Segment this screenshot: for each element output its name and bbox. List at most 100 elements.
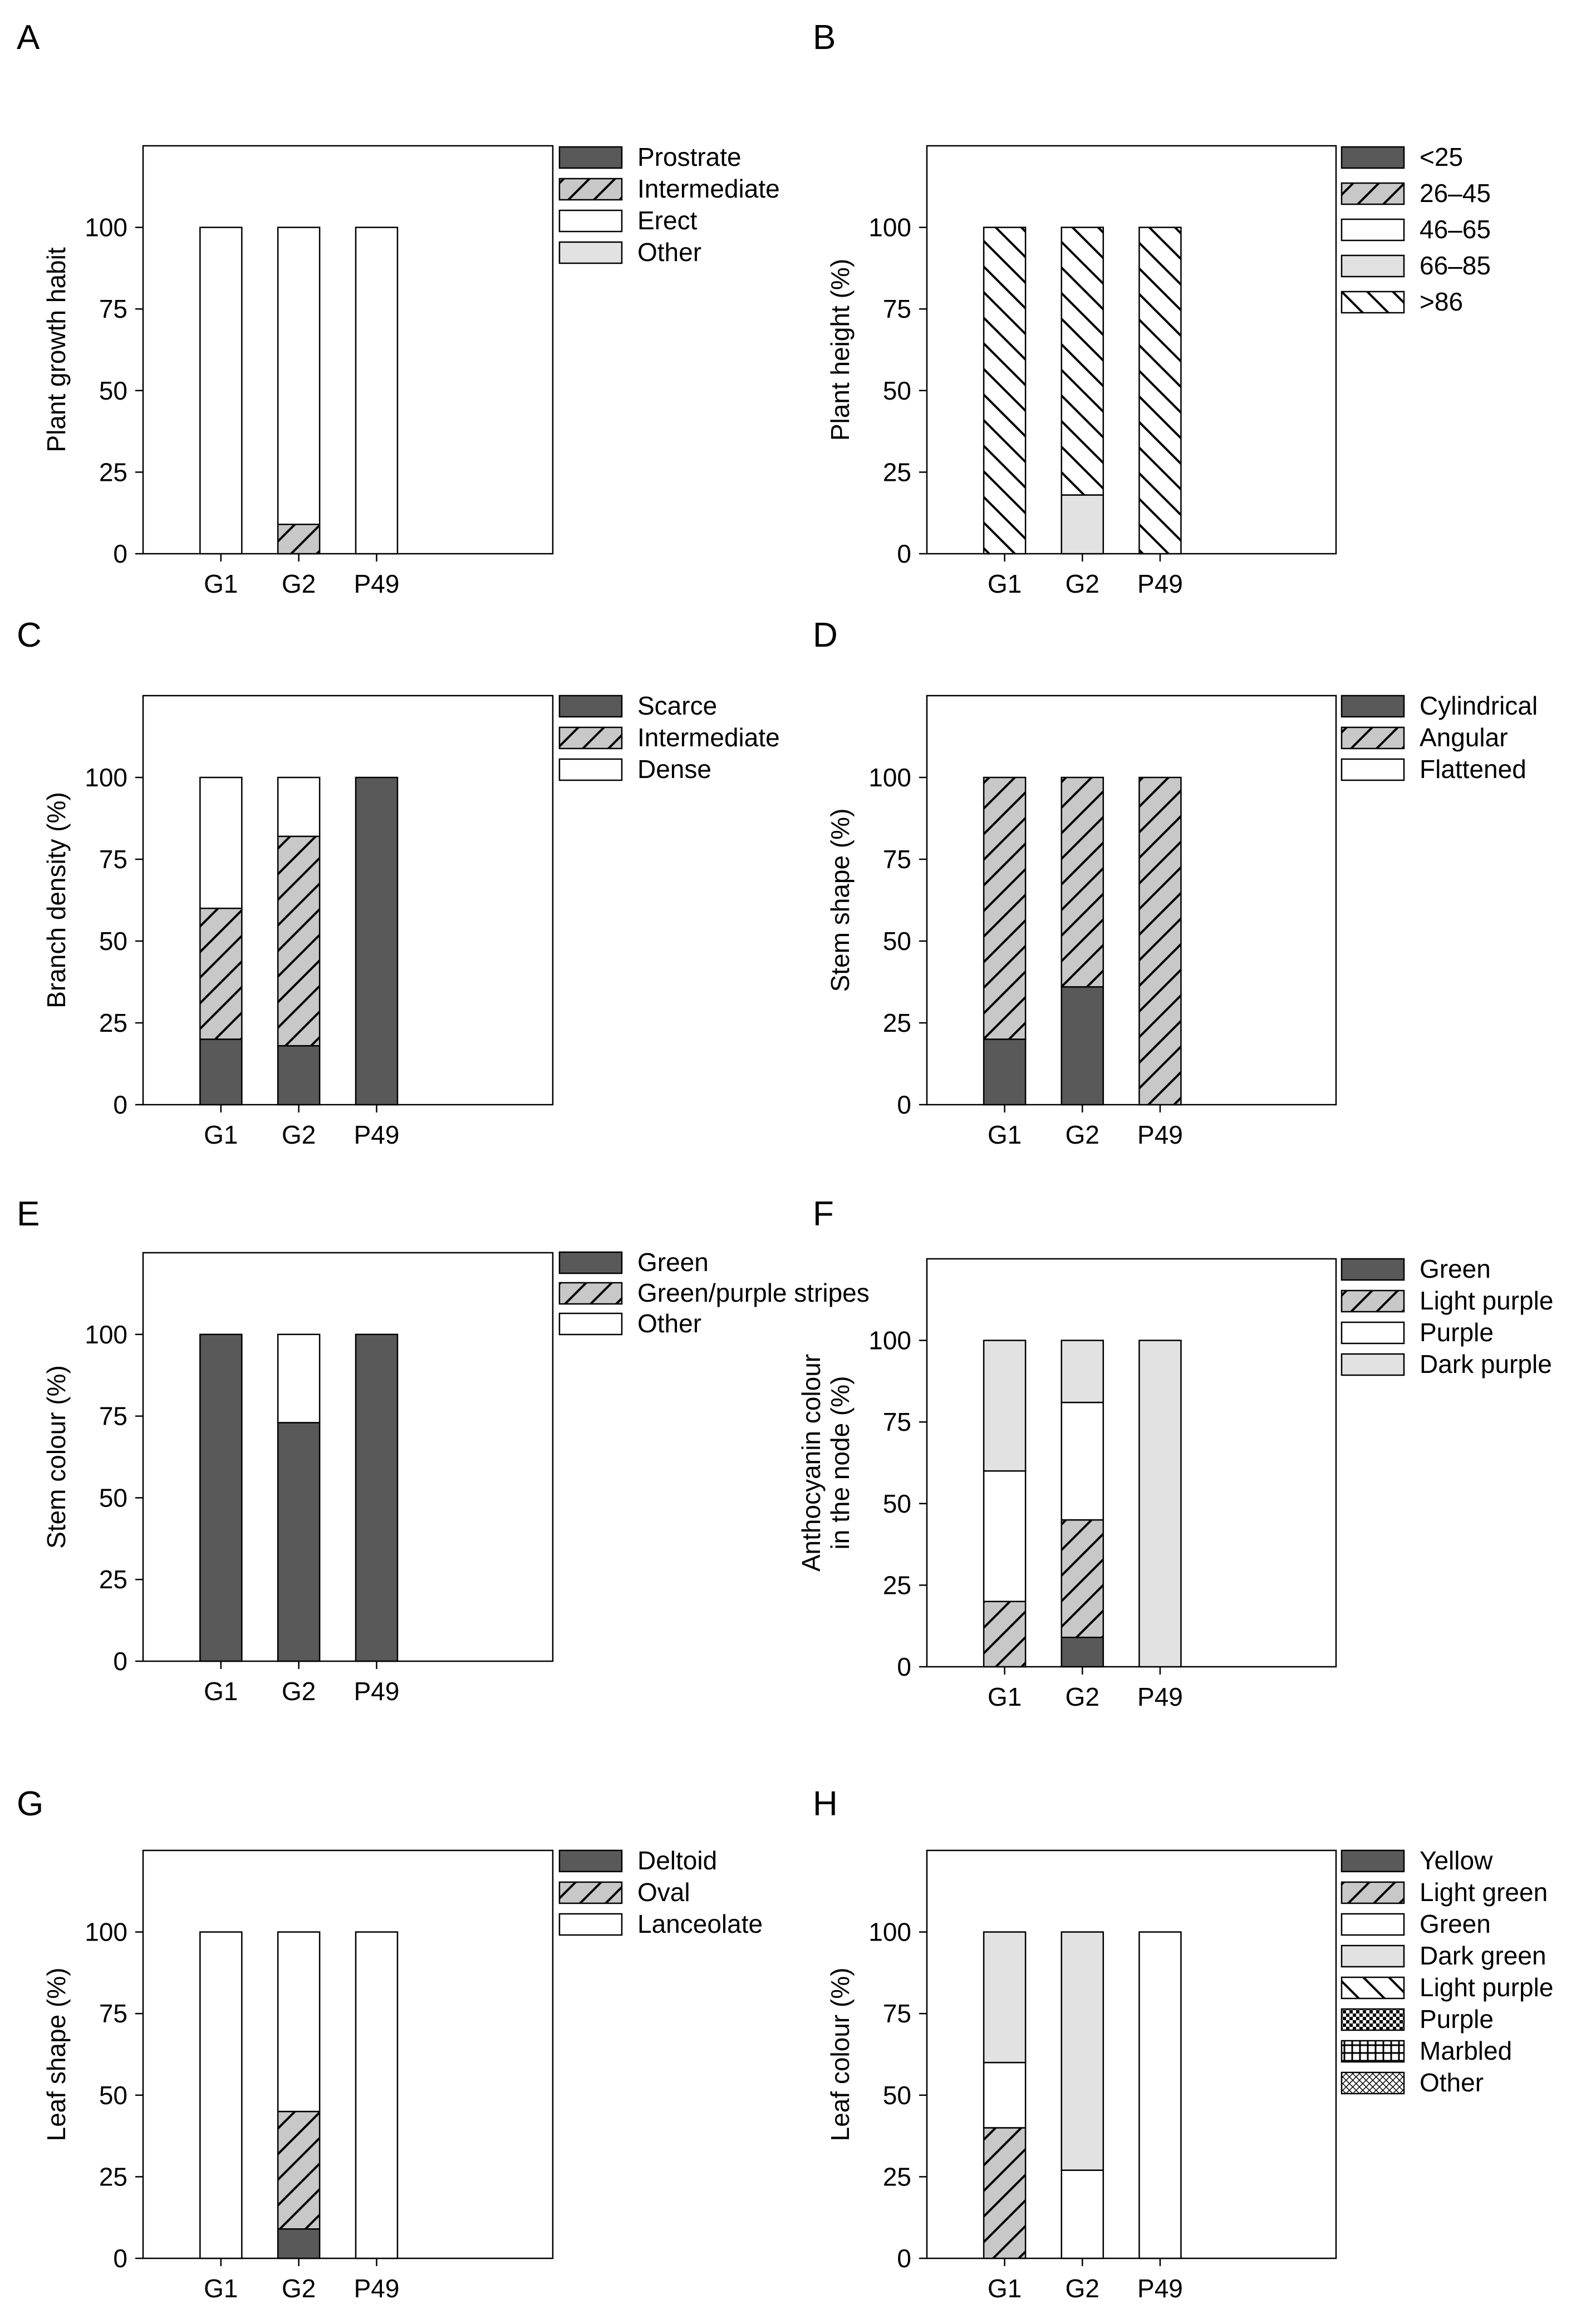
x-tick-label: P49	[1137, 1682, 1183, 1711]
plot-frame	[142, 695, 554, 1106]
y-tick-label: 0	[897, 2244, 911, 2273]
bar-segment-green	[355, 1333, 399, 1662]
panel-letter: E	[17, 1195, 40, 1233]
bar-segment--86	[1138, 227, 1182, 555]
panel-letter: A	[17, 18, 40, 57]
bar-segment-oval	[277, 2110, 321, 2230]
y-axis-label: Stem shape (%)	[826, 809, 855, 992]
legend: Cylindrical Angular Flattened	[1341, 691, 1538, 784]
bar-segment-dense	[199, 776, 243, 909]
y-tick-label: 50	[99, 2081, 127, 2110]
legend-swatch	[1341, 1289, 1405, 1313]
panel-c: C Branch density (%) 0 25 50 75 100 G1 G2 P49 S…	[17, 616, 780, 1149]
x-tick-label: P49	[1137, 569, 1183, 598]
legend-swatch	[1341, 695, 1405, 718]
legend-swatch	[558, 1881, 623, 1904]
y-axis-label-line: Plant height (%)	[826, 259, 855, 441]
y-axis-label: Anthocyanin colour in the node (%)	[797, 1354, 855, 1572]
legend-label: Light green	[1420, 1878, 1548, 1907]
y-tick-label: 50	[883, 1489, 911, 1518]
legend-label: Light purple	[1420, 1973, 1553, 2002]
legend-swatch	[1341, 2040, 1405, 2063]
legend-label: Intermediate	[637, 723, 780, 752]
plot-area: 0 25 50 75 100 G1 G2 P49	[85, 1849, 554, 2303]
y-tick-label: 75	[883, 845, 911, 874]
bar-segment-green	[983, 2061, 1027, 2129]
legend-label: Angular	[1420, 723, 1508, 752]
y-tick-label: 75	[883, 1407, 911, 1436]
legend-label: 26–45	[1420, 179, 1491, 208]
bar-segment-scarce	[355, 776, 399, 1106]
y-tick-label: 25	[99, 457, 127, 486]
bar-segment-green	[1060, 1636, 1104, 1668]
plot-area: 0 25 50 75 100 G1 G2 P49	[85, 695, 554, 1149]
y-axis-label-line: Stem colour (%)	[42, 1365, 71, 1549]
panel-h: H Leaf colour (%) 0 25 50 75 100 G1 G2 P49 Yell…	[813, 1785, 1553, 2303]
bar-segment-green	[1060, 2169, 1104, 2259]
y-tick-label: 25	[883, 2162, 911, 2191]
bar-segment-cylindrical	[1060, 986, 1104, 1106]
legend-swatch	[1341, 290, 1405, 314]
legend-swatch	[558, 178, 623, 201]
y-tick-label: 75	[99, 845, 127, 874]
legend-swatch	[558, 1251, 623, 1274]
x-tick-label: G1	[204, 2274, 238, 2303]
y-axis-label-line: Anthocyanin colour	[797, 1354, 826, 1572]
plot-area: 0 25 50 75 100 G1 G2 P49	[868, 695, 1337, 1149]
x-tick-label: G2	[1065, 2274, 1099, 2303]
legend-swatch	[1341, 2071, 1405, 2095]
plot-area: 0 25 50 75 100 G1 G2 P49	[868, 1258, 1337, 1711]
legend-swatch	[1341, 2008, 1405, 2031]
legend-label: 46–65	[1420, 215, 1491, 244]
bar-segment-erect	[199, 227, 243, 555]
x-tick-label: G1	[988, 569, 1022, 598]
legend-label: Lanceolate	[637, 1909, 763, 1938]
y-tick-label: 100	[85, 1320, 127, 1349]
x-tick-label: G1	[988, 2274, 1022, 2303]
legend: Green Light purple Purple Dark purple	[1341, 1254, 1553, 1378]
panel-a: A Plant growth habit 0 25 50 75 100 G1 G2 P49 P…	[17, 18, 780, 598]
legend-label: Green/purple stripes	[637, 1278, 870, 1307]
legend-swatch	[1341, 1944, 1405, 1968]
legend-label: Yellow	[1420, 1846, 1493, 1875]
bar-segment-purple	[1060, 1401, 1104, 1521]
y-tick-label: 0	[897, 1652, 911, 1681]
legend-swatch	[1341, 726, 1405, 750]
x-tick-label: G2	[1065, 569, 1099, 598]
bar-segment-other	[277, 1333, 321, 1424]
legend-swatch	[558, 726, 623, 750]
legend-swatch	[1341, 1976, 1405, 2000]
bar-segment-lanceolate	[199, 1931, 243, 2259]
legend-label: Green	[637, 1248, 709, 1277]
y-axis-label: Plant height (%)	[826, 259, 855, 441]
legend-swatch	[1341, 254, 1405, 278]
y-tick-label: 100	[868, 1918, 911, 1947]
legend-swatch	[558, 241, 623, 264]
x-tick-label: G2	[282, 1677, 316, 1706]
y-tick-label: 100	[85, 1918, 127, 1947]
y-tick-label: 100	[85, 763, 127, 792]
legend-swatch	[1341, 758, 1405, 781]
legend-label: Dark green	[1420, 1941, 1546, 1970]
x-tick-label: G2	[1065, 1682, 1099, 1711]
bar-segment-erect	[355, 227, 399, 555]
panel-g: G Leaf shape (%) 0 25 50 75 100 G1 G2 P49 Delto…	[17, 1785, 763, 2303]
y-tick-label: 25	[883, 457, 911, 486]
bar-segment-intermediate	[277, 523, 321, 555]
y-tick-label: 100	[85, 213, 127, 242]
plot-frame	[926, 1258, 1337, 1668]
x-tick-label: P49	[354, 1120, 400, 1149]
legend-label: Marbled	[1420, 2036, 1512, 2065]
plot-frame	[926, 145, 1337, 555]
y-tick-label: 50	[883, 376, 911, 405]
bar-segment-light-green	[983, 2127, 1027, 2259]
bar-segment-scarce	[277, 1045, 321, 1106]
legend-label: Prostrate	[637, 142, 742, 171]
y-axis-label: Branch density (%)	[42, 792, 71, 1008]
legend: Scarce Intermediate Dense	[558, 691, 780, 784]
y-tick-label: 25	[99, 1565, 127, 1594]
legend-swatch	[558, 1849, 623, 1873]
y-tick-label: 0	[113, 2244, 127, 2273]
bar-segment-dark-purple	[1060, 1340, 1104, 1404]
